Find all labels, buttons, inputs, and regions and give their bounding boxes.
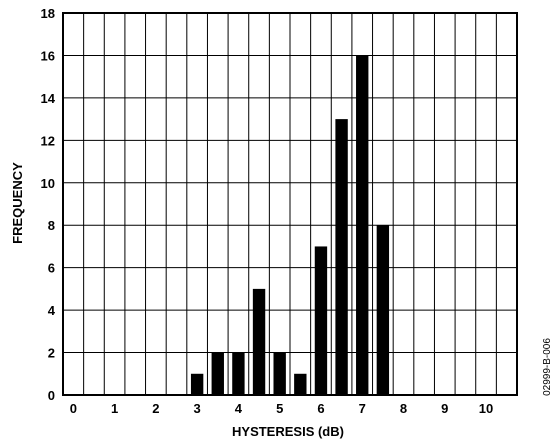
y-tick-label: 18 [41,6,55,21]
histogram-bar [314,246,328,395]
x-tick-label: 9 [441,401,448,416]
y-tick-label: 16 [41,48,55,63]
histogram-bar [294,373,307,395]
histogram-bar [232,352,245,395]
figure-id-label: 02999-B-006 [542,338,553,396]
x-tick-label: 7 [359,401,366,416]
histogram-bar [252,288,266,395]
x-tick-label: 3 [194,401,201,416]
x-tick-label: 4 [235,401,243,416]
x-tick-label: 6 [317,401,324,416]
x-tick-label: 0 [70,401,77,416]
x-tick-labels: 0 1 2 3 4 5 6 7 8 9 10 [70,401,494,416]
x-tick-label: 2 [152,401,159,416]
histogram-bar [190,373,204,395]
y-tick-labels: 0 2 4 6 8 10 12 14 16 18 [41,6,56,403]
y-tick-label: 0 [48,388,55,403]
y-tick-label: 4 [48,303,56,318]
x-tick-label: 1 [111,401,118,416]
x-axis-label: HYSTERESIS (dB) [232,424,344,439]
y-tick-label: 6 [48,261,55,276]
histogram-bar [211,352,224,395]
histogram-bar [376,225,390,395]
y-tick-label: 2 [48,346,55,361]
x-tick-label: 8 [400,401,407,416]
y-tick-label: 8 [48,218,55,233]
plot-frame [62,12,518,396]
grid-lines [62,12,518,396]
histogram-bar [273,352,286,395]
bars [190,55,390,395]
histogram-bar [335,119,348,395]
y-axis-label: FREQUENCY [10,162,25,244]
y-tick-label: 14 [41,91,56,106]
x-tick-label: 10 [479,401,493,416]
histogram-bar [356,55,369,395]
x-tick-label: 5 [276,401,283,416]
y-tick-label: 10 [41,176,55,191]
y-tick-label: 12 [41,133,55,148]
